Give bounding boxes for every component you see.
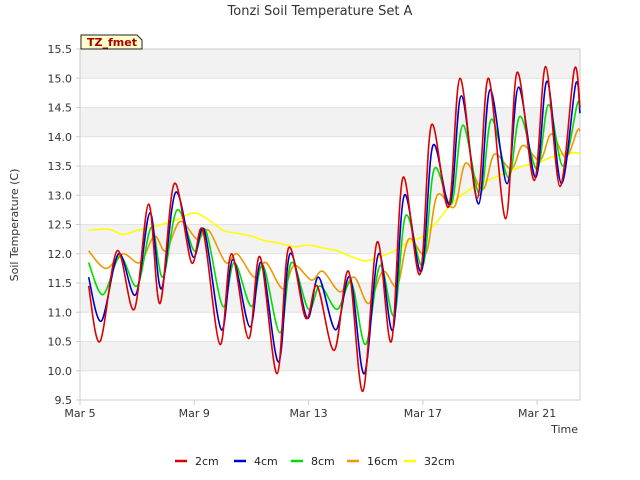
legend: 2cm 4cm 8cm 16cm 32cm xyxy=(175,455,455,468)
grid-band xyxy=(80,49,580,79)
x-axis: Mar 5 Mar 9 Mar 13 Mar 17 Mar 21 xyxy=(64,400,556,420)
y-tick-label: 15.5 xyxy=(48,43,73,56)
y-tick-label: 14.5 xyxy=(48,102,73,115)
legend-label-16cm: 16cm xyxy=(367,455,398,468)
y-tick-label: 15.0 xyxy=(48,72,73,85)
grid-bands xyxy=(80,48,580,401)
y-tick-label: 11.5 xyxy=(48,277,73,290)
legend-label-32cm: 32cm xyxy=(424,455,455,468)
grid-band xyxy=(80,166,580,196)
y-axis-label: Soil Temperature (C) xyxy=(8,169,21,282)
y-tick-label: 10.0 xyxy=(48,365,73,378)
y-axis: 9.5 10.0 10.5 11.0 11.5 12.0 12.5 13.0 13.5 14.0 1… xyxy=(48,43,80,407)
y-tick-label: 14.0 xyxy=(48,131,73,144)
grid-band xyxy=(80,283,580,313)
y-tick-label: 12.5 xyxy=(48,219,73,232)
y-tick-label: 13.0 xyxy=(48,189,73,202)
x-axis-label: Time xyxy=(550,423,578,436)
series-lines xyxy=(87,65,581,393)
y-tick-label: 9.5 xyxy=(55,394,73,407)
y-tick-label: 10.5 xyxy=(48,336,73,349)
badge-label: TZ_fmet xyxy=(87,36,137,49)
y-tick-label: 12.0 xyxy=(48,248,73,261)
x-tick-label: Mar 21 xyxy=(518,407,556,420)
legend-label-8cm: 8cm xyxy=(311,455,335,468)
grid-band xyxy=(80,341,580,371)
legend-label-2cm: 2cm xyxy=(195,455,219,468)
x-tick-label: Mar 17 xyxy=(404,407,442,420)
series-line-32cm xyxy=(88,151,581,262)
chart-title: Tonzi Soil Temperature Set A xyxy=(227,4,413,19)
tz-fmet-badge: TZ_fmet xyxy=(80,34,143,50)
legend-label-4cm: 4cm xyxy=(254,455,278,468)
x-tick-label: Mar 13 xyxy=(289,407,327,420)
grid-band xyxy=(80,107,580,137)
x-tick-label: Mar 9 xyxy=(179,407,210,420)
y-tick-label: 11.0 xyxy=(48,306,73,319)
y-tick-label: 13.5 xyxy=(48,160,73,173)
x-tick-label: Mar 5 xyxy=(64,407,95,420)
series-line-2cm xyxy=(87,65,581,393)
